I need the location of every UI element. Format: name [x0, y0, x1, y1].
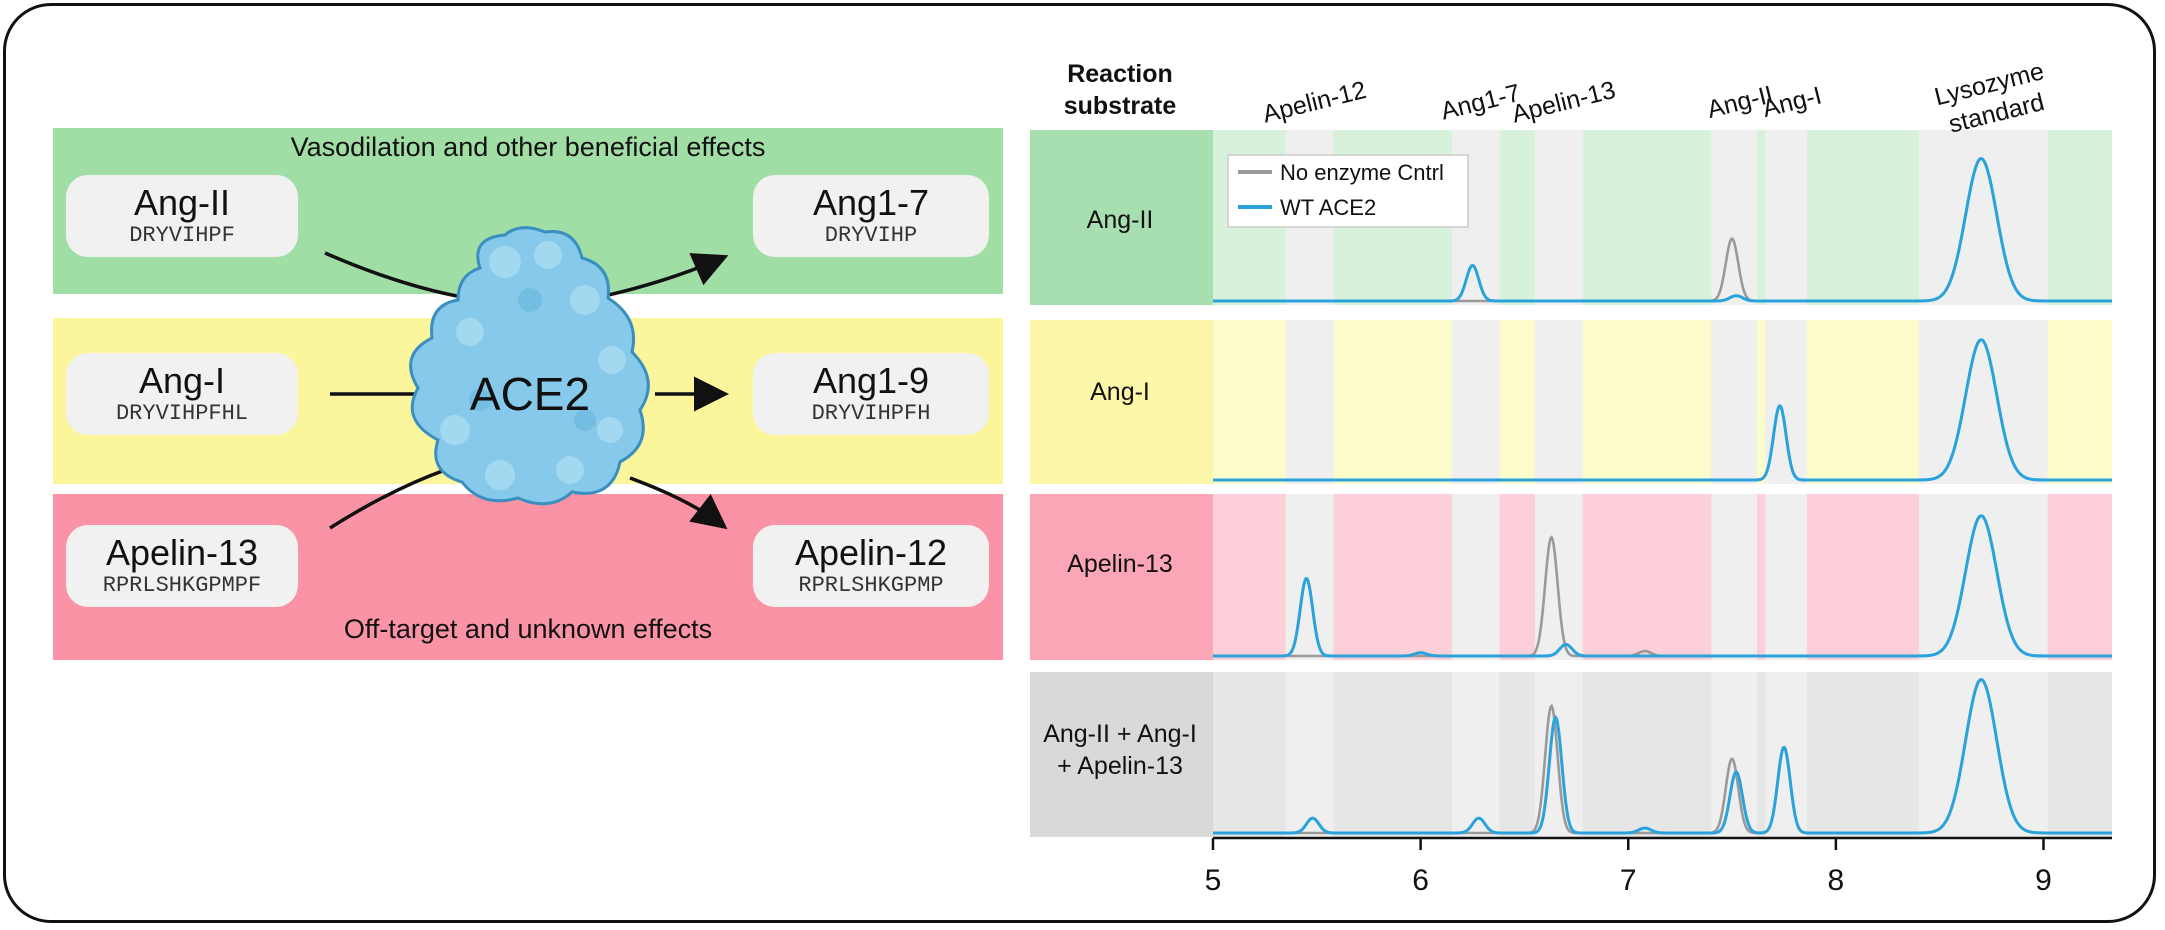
product-apelin12-seq: RPRLSHKGPMP [798, 573, 944, 598]
column-header-line-1: Reaction [1067, 60, 1173, 88]
product-ang17-name: Ang1-7 [812, 182, 930, 223]
row-label-cell [1030, 320, 1213, 484]
retention-window [1451, 494, 1500, 660]
product-ang19-name: Ang1-9 [812, 360, 930, 401]
substrate-angi-seq: DRYVIHPFHL [115, 401, 249, 426]
trace-wt-ace2-row4 [1213, 678, 2112, 835]
substrate-angi-name: Ang-I [138, 360, 226, 401]
x-tick-label: 9 [2035, 864, 2052, 897]
row-label-cell [1030, 672, 1213, 837]
legend-box [1227, 154, 1469, 228]
retention-window [1711, 320, 1757, 484]
trace-wt-ace2-row2 [1213, 338, 2112, 482]
x-tick-label: 7 [1620, 864, 1637, 897]
arrow-apelin12-out [629, 476, 728, 530]
retention-window [1285, 672, 1334, 837]
row-label-angii-text: Ang-II [1086, 206, 1154, 234]
retention-window [1765, 130, 1807, 305]
peak-label-text: Apelin-13 [1509, 76, 1618, 129]
product-ang19-seq: DRYVIHPFH [811, 401, 931, 426]
x-tick-label: 6 [1412, 864, 1429, 897]
retention-window [1534, 494, 1583, 660]
substrate-angii-seq: DRYVIHPF [129, 223, 235, 248]
product-ang17: Ang1-7 DRYVIHP [753, 175, 989, 257]
x-tick-label: 5 [1205, 864, 1222, 897]
retention-window [1534, 320, 1583, 484]
substrate-apelin13-name: Apelin-13 [105, 532, 259, 573]
product-apelin12: Apelin-12 RPRLSHKGPMP [753, 525, 989, 607]
product-ang19: Ang1-9 DRYVIHPFH [753, 353, 989, 435]
retention-window [1918, 672, 2048, 837]
legend-label: No enzyme Cntrl [1280, 160, 1444, 185]
retention-window [1534, 130, 1583, 305]
retention-window [1285, 494, 1334, 660]
product-apelin12-name: Apelin-12 [794, 532, 948, 573]
row-label-mixture: Ang-II + Ang-I + Apelin-13 [1030, 718, 1210, 782]
retention-window [1918, 320, 2048, 484]
ace2-label: ACE2 [470, 368, 590, 420]
ace2-enzyme-icon: ACE2 [409, 226, 650, 506]
trace-wt-ace2-row3 [1213, 514, 2112, 658]
retention-window [1451, 320, 1500, 484]
trace-wt-ace2-row1 [1213, 157, 2112, 303]
substrate-angii: Ang-II DRYVIHPF [66, 175, 298, 257]
row-label-apelin13-text: Apelin-13 [1067, 550, 1173, 578]
row-label-apelin13: Apelin-13 [1030, 550, 1210, 579]
band-caption-offtarget: Off-target and unknown effects [343, 614, 713, 644]
retention-window [1765, 320, 1807, 484]
peak-label: Apelin-12 [1260, 76, 1369, 129]
x-tick-label: 8 [1828, 864, 1845, 897]
arrow-apelin13-in [329, 468, 446, 530]
retention-window [1711, 130, 1757, 305]
row-label-angi-text: Ang-I [1090, 378, 1150, 406]
retention-window [1918, 130, 2048, 305]
retention-window [1765, 494, 1807, 660]
row-label-cell [1030, 494, 1213, 660]
row-label-angii: Ang-II [1030, 206, 1210, 235]
substrate-apelin13: Apelin-13 RPRLSHKGPMPF [66, 525, 298, 607]
retention-window [1451, 672, 1500, 837]
peak-label: Apelin-13 [1509, 76, 1618, 129]
substrate-angii-name: Ang-II [133, 182, 231, 223]
substrate-apelin13-seq: RPRLSHKGPMPF [102, 573, 262, 598]
reaction-diagram: ACE2 [324, 226, 729, 530]
retention-window [1711, 494, 1757, 660]
retention-window [1918, 494, 2048, 660]
row-label-cell [1030, 130, 1213, 305]
legend-label: WT ACE2 [1280, 195, 1376, 220]
row-label-angi: Ang-I [1030, 378, 1210, 407]
substrate-angi: Ang-I DRYVIHPFHL [66, 353, 298, 435]
peak-label-text: Apelin-12 [1260, 76, 1369, 129]
band-caption-beneficial: Vasodilation and other beneficial effect… [290, 132, 766, 162]
retention-window [1711, 672, 1757, 837]
product-ang17-seq: DRYVIHP [824, 223, 918, 248]
retention-window [1285, 320, 1334, 484]
column-header: Reaction substrate [1030, 58, 1210, 122]
row-label-mixture-line-1: Ang-II + Ang-I [1043, 720, 1197, 748]
row-label-mixture-line-2: + Apelin-13 [1057, 752, 1183, 780]
column-header-line-2: substrate [1063, 92, 1177, 120]
